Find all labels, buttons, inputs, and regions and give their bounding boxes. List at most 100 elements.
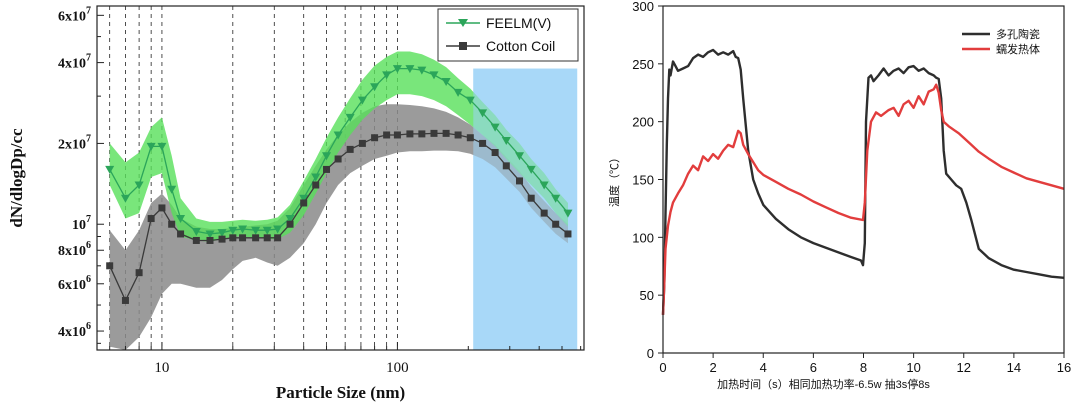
x-tick-label: 100: [386, 360, 409, 376]
data-point-feelm: [273, 225, 283, 234]
x-tick-label: 16: [1057, 360, 1071, 375]
legend-box: [437, 8, 579, 62]
data-point-cotton-coil: [466, 134, 474, 142]
data-point-feelm: [191, 227, 201, 236]
data-point-feelm: [551, 194, 561, 203]
data-point-cotton-coil: [274, 234, 282, 242]
plot-area: [105, 6, 578, 350]
data-point-feelm: [345, 113, 355, 122]
y-tick-label: 0: [647, 346, 654, 361]
data-point-cotton-coil: [286, 220, 294, 228]
data-point-feelm: [526, 165, 536, 174]
y-tick-label: 4x107: [58, 53, 91, 72]
series-line-porous-ceramic: [661, 48, 1065, 315]
data-point-feelm: [217, 229, 227, 238]
legend-marker: [458, 19, 468, 27]
data-point-feelm: [357, 96, 367, 105]
x-tick-label: 6: [810, 360, 817, 375]
data-point-cotton-coil: [177, 230, 185, 238]
data-point-feelm: [205, 230, 215, 239]
y-tick-label: 200: [632, 115, 654, 130]
data-point-feelm: [134, 181, 144, 190]
data-point-feelm: [285, 215, 295, 224]
y-axis-label: 温度（℃）: [607, 152, 621, 207]
data-point-feelm: [333, 131, 343, 140]
legend-label: 多孔陶瓷: [996, 27, 1040, 41]
data-point-cotton-coil: [323, 165, 331, 173]
x-tick-label: 14: [1007, 360, 1021, 375]
x-tick-label: 12: [957, 360, 971, 375]
data-point-feelm: [228, 226, 238, 235]
data-point-feelm: [382, 71, 392, 80]
data-point-cotton-coil: [491, 149, 499, 157]
data-point-cotton-coil: [516, 177, 524, 185]
data-point-feelm: [146, 142, 156, 151]
data-point-feelm: [176, 215, 186, 224]
highlight-overlay: [473, 68, 578, 350]
data-point-feelm: [322, 152, 332, 161]
data-point-cotton-coil: [147, 215, 155, 223]
data-point-feelm: [157, 142, 167, 151]
data-point-cotton-coil: [121, 296, 129, 304]
data-point-feelm: [501, 137, 511, 146]
data-point-cotton-coil: [479, 139, 487, 147]
y-tick-label: 250: [632, 57, 654, 72]
plot-frame: [662, 5, 1065, 354]
data-point-cotton-coil: [239, 234, 247, 242]
y-tick-label: 107: [72, 214, 91, 233]
data-point-feelm: [238, 225, 248, 234]
data-point-cotton-coil: [527, 194, 535, 202]
data-point-cotton-coil: [564, 230, 572, 238]
data-point-cotton-coil: [158, 204, 166, 212]
x-tick-label: 10: [154, 360, 169, 376]
legend-marker: [459, 42, 467, 50]
data-point-feelm: [465, 96, 475, 105]
data-point-feelm: [105, 165, 115, 174]
y-tick-label: 6x107: [58, 5, 91, 24]
series-line-coil-heater: [661, 83, 1065, 315]
particle-size-chart: 10 100 4x106 6x106 8x106 107 2x107 4x107 6x107 Pa…: [7, 5, 585, 402]
y-tick-label: 8x106: [58, 240, 91, 259]
data-point-feelm: [167, 185, 177, 194]
x-tick-label: 2: [710, 360, 717, 375]
x-tick-label: 0: [659, 360, 666, 375]
data-point-cotton-coil: [218, 235, 226, 243]
data-point-cotton-coil: [252, 234, 260, 242]
legend-label: Cotton Coil: [486, 38, 555, 54]
data-point-cotton-coil: [192, 236, 200, 244]
y-tick-label: 6x106: [58, 274, 91, 293]
data-point-cotton-coil: [371, 134, 379, 142]
y-tick-label: 2x107: [58, 133, 91, 152]
data-point-feelm: [478, 109, 488, 118]
data-point-cotton-coil: [106, 262, 114, 270]
data-point-feelm: [262, 226, 272, 235]
data-point-cotton-coil: [502, 162, 510, 170]
plot-frame: [96, 5, 585, 351]
x-tick-label: 10: [906, 360, 920, 375]
y-axis-label: dN/dlogDp/cc: [7, 128, 26, 228]
data-point-feelm: [299, 194, 309, 203]
data-point-feelm: [311, 173, 321, 182]
data-point-feelm: [392, 65, 402, 74]
data-point-cotton-coil: [540, 209, 548, 217]
data-point-feelm: [539, 181, 549, 190]
data-point-feelm: [417, 66, 427, 75]
y-tick-label: 50: [640, 288, 654, 303]
legend-label: FEELM(V): [486, 15, 551, 31]
data-point-feelm: [429, 71, 439, 80]
feelm-band: [109, 51, 568, 242]
data-point-cotton-coil: [383, 131, 391, 139]
data-point-cotton-coil: [263, 234, 271, 242]
data-point-cotton-coil: [300, 199, 308, 207]
x-tick-label: 8: [860, 360, 867, 375]
y-tick-label: 100: [632, 230, 654, 245]
cotton-coil-band: [109, 104, 568, 350]
data-point-cotton-coil: [393, 131, 401, 139]
data-point-cotton-coil: [552, 220, 560, 228]
data-point-cotton-coil: [454, 131, 462, 139]
x-axis-label: 加热时间（s）相同加热功率-6.5w 抽3s停8s: [717, 377, 930, 391]
data-point-cotton-coil: [418, 130, 426, 138]
data-point-feelm: [453, 88, 463, 97]
data-point-feelm: [563, 209, 573, 218]
plot-area: [661, 48, 1065, 315]
